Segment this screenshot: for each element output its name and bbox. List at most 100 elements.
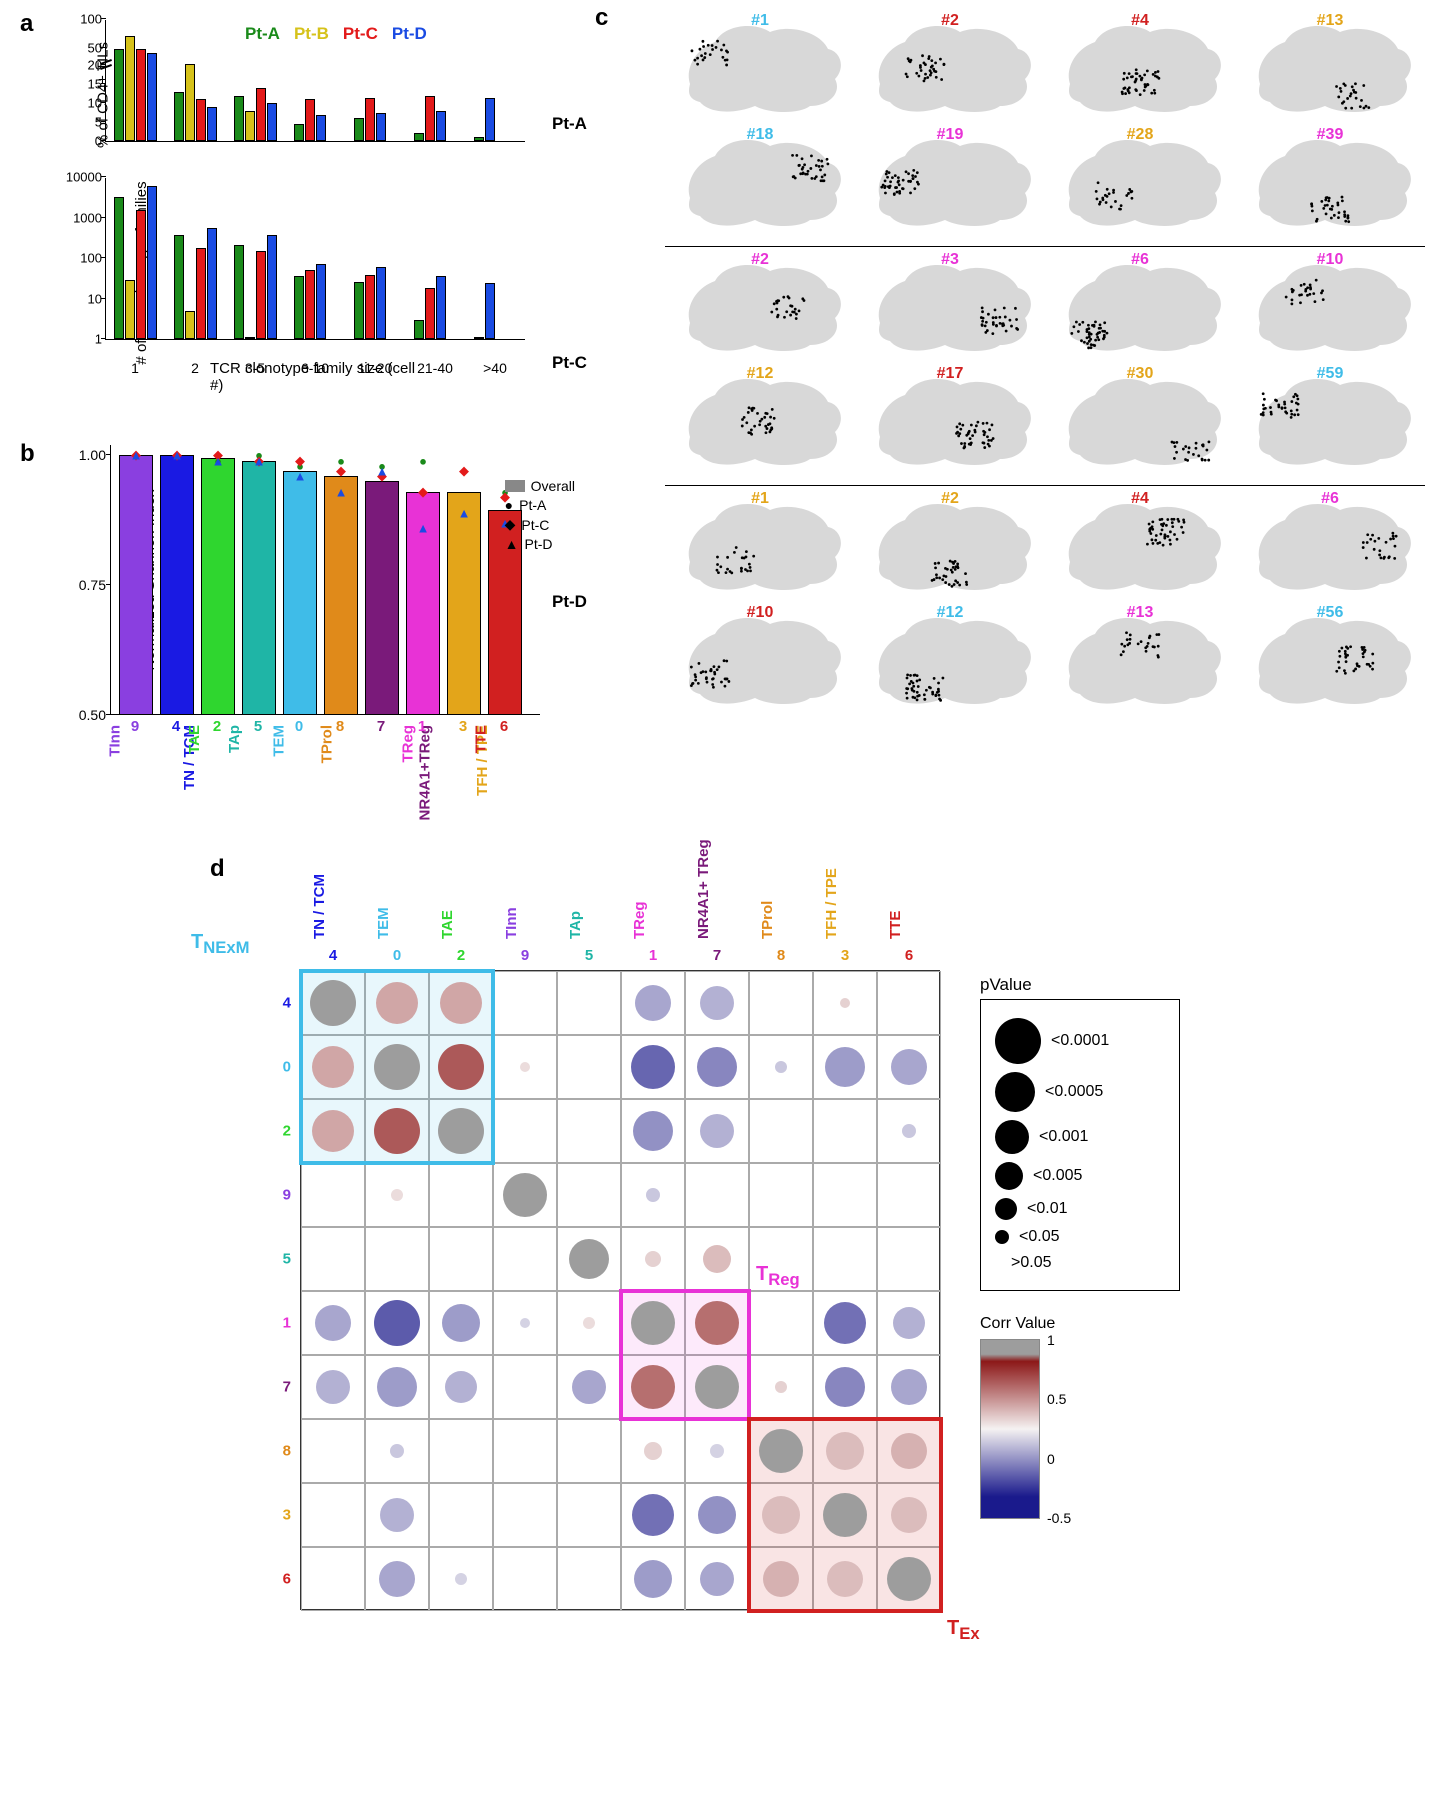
xtick-label: TReg <box>400 725 417 763</box>
col-label: TAp <box>567 911 584 939</box>
bar <box>414 320 424 339</box>
xtick-num: 7 <box>377 718 385 735</box>
bar <box>294 124 304 141</box>
chart-b: Normalized Shannon Index 0.500.751.00●◆▲… <box>110 445 540 715</box>
xtick-label: TInn <box>107 725 124 757</box>
umap-label: #10 <box>1317 251 1344 269</box>
row-num: 0 <box>283 1059 291 1076</box>
bar <box>316 115 326 141</box>
umap-label: #39 <box>1317 126 1344 144</box>
cell <box>813 1163 877 1227</box>
umap-label: #13 <box>1127 604 1154 622</box>
cell <box>365 1227 429 1291</box>
corr-circle <box>572 1370 606 1404</box>
umap: #30 <box>1050 367 1230 475</box>
annotation-label: TReg <box>756 1263 800 1290</box>
xtick-num: 3 <box>459 718 467 735</box>
corr-circle <box>583 1317 595 1329</box>
bar <box>485 98 495 141</box>
bar <box>256 251 266 339</box>
bar <box>267 235 277 339</box>
col-num: 3 <box>841 947 849 964</box>
bar <box>447 492 481 715</box>
cell <box>749 971 813 1035</box>
umap-label: #30 <box>1127 365 1154 383</box>
chart-a-top: 0510152050100 <box>105 20 525 142</box>
xtick-label: TProl <box>318 725 335 763</box>
corr-circle <box>316 1370 350 1404</box>
ytick: 1000 <box>73 210 102 225</box>
umap: #2 <box>860 492 1040 600</box>
corr-circle <box>520 1062 530 1072</box>
col-label: TReg <box>631 902 648 940</box>
corr-circle <box>438 1044 484 1090</box>
bar <box>114 49 124 141</box>
cell <box>557 1483 621 1547</box>
umap: #12 <box>670 367 850 475</box>
umap-label: #2 <box>941 12 959 30</box>
corr-circle <box>376 982 418 1024</box>
row-num: 2 <box>283 1123 291 1140</box>
panel-b: Normalized Shannon Index 0.500.751.00●◆▲… <box>45 445 565 765</box>
corr-bar: 10.50-0.5 <box>980 1339 1040 1519</box>
corr-circle <box>442 1304 480 1342</box>
marker: ▲ <box>130 448 143 463</box>
umap: #6 <box>1050 253 1230 361</box>
corr-circle <box>695 1365 739 1409</box>
umap-label: #12 <box>747 365 774 383</box>
separator <box>665 246 1425 247</box>
bar <box>436 111 446 141</box>
bar <box>316 264 326 339</box>
pt-label: Pt-A <box>552 114 587 134</box>
cell <box>301 1483 365 1547</box>
corr-circle <box>823 1493 867 1537</box>
cell <box>429 1227 493 1291</box>
ytick: 10 <box>88 96 102 111</box>
marker: ▲ <box>335 484 348 499</box>
corr-circle <box>893 1307 925 1339</box>
cell <box>813 1227 877 1291</box>
umap-label: #28 <box>1127 126 1154 144</box>
bar <box>147 186 157 339</box>
corr-circle <box>631 1301 675 1345</box>
ytick: 20 <box>88 58 102 73</box>
corr-title: Corr Value <box>980 1315 1180 1333</box>
legend-item: ▲Pt-D <box>505 536 575 552</box>
corr-circle <box>710 1444 724 1458</box>
bar <box>114 197 124 339</box>
umap: #6 <box>1240 492 1420 600</box>
bar <box>185 311 195 339</box>
bar <box>147 53 157 141</box>
panel-label-d: d <box>210 855 225 883</box>
corr-circle <box>646 1188 660 1202</box>
ytick: 0 <box>95 134 102 149</box>
ytick: 10000 <box>66 170 102 185</box>
corr-circle <box>379 1561 415 1597</box>
xtick-num: 4 <box>172 718 180 735</box>
pvalue-row: <0.005 <box>995 1162 1165 1190</box>
umap-label: #4 <box>1131 12 1149 30</box>
bar <box>485 283 495 339</box>
bar <box>234 96 244 141</box>
marker: ▲ <box>458 505 471 520</box>
col-num: 4 <box>329 947 337 964</box>
xtick-num: 1 <box>418 718 426 735</box>
bar <box>196 248 206 339</box>
bar <box>234 245 244 339</box>
corr-circle <box>632 1494 674 1536</box>
corr-circle <box>697 1047 737 1087</box>
marker: ◆ <box>336 463 346 479</box>
ytick: 0.75 <box>79 577 106 593</box>
row-num: 8 <box>283 1443 291 1460</box>
umap-label: #59 <box>1317 365 1344 383</box>
bar <box>365 98 375 141</box>
cell <box>749 1099 813 1163</box>
corr-circle <box>700 1562 734 1596</box>
pt-label: Pt-C <box>552 353 587 373</box>
umap-label: #10 <box>747 604 774 622</box>
col-num: 5 <box>585 947 593 964</box>
corr-circle <box>700 1114 734 1148</box>
col-label: TFH / TPE <box>823 868 840 939</box>
cell <box>301 1547 365 1611</box>
corr-circle <box>440 982 482 1024</box>
